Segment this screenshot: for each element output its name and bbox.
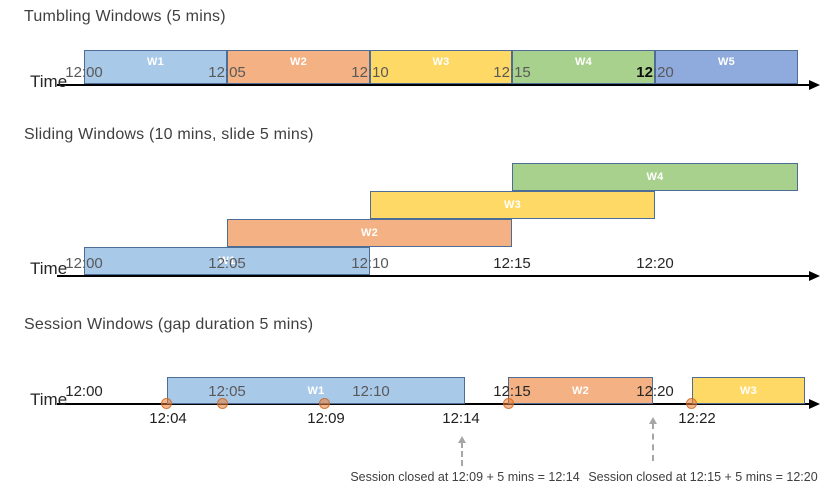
event-dot-12-22 <box>686 398 697 409</box>
session-closed-arrowhead-1-icon <box>458 436 466 443</box>
session-closed-note-2: Session closed at 12:15 + 5 mins = 12:20 <box>588 470 818 484</box>
sliding-tick-12-05: 12:05 <box>208 255 246 272</box>
tumbling-window-w4: W4 <box>512 50 655 84</box>
session-tick-12-10: 12:10 <box>352 383 390 400</box>
tumbling-window-w2: W2 <box>227 50 370 84</box>
event-dot-12-05 <box>217 398 228 409</box>
tumbling-window-label-w1: W1 <box>146 56 165 68</box>
sliding-tick-12-15: 12:15 <box>493 255 531 272</box>
session-tick-12-20: 12:20 <box>636 383 674 400</box>
tumbling-tick-12-10: 12:10 <box>351 64 389 81</box>
tumbling-window-w5: W5 <box>655 50 798 84</box>
sliding-title: Sliding Windows (10 mins, slide 5 mins) <box>24 126 314 143</box>
session-closed-arrow-1 <box>461 442 463 466</box>
session-window-w1: W1 <box>167 377 465 404</box>
sliding-window-w3: W3 <box>370 191 655 219</box>
tumbling-window-label-w3: W3 <box>432 56 450 68</box>
session-closed-arrow-2 <box>652 423 654 461</box>
event-time-label-12-04: 12:04 <box>149 410 187 427</box>
tumbling-tick-12-20: 12:20 <box>636 64 674 81</box>
session-axis-arrow-icon <box>809 399 820 409</box>
session-window-label-w3: W3 <box>739 384 758 397</box>
session-title: Session Windows (gap duration 5 mins) <box>24 316 314 333</box>
tumbling-window-label-w2: W2 <box>289 56 308 68</box>
sliding-tick-12-10: 12:10 <box>351 255 389 272</box>
session-time-axis-label: Time <box>30 390 68 409</box>
session-window-w3: W3 <box>692 377 805 404</box>
session-window-label-w2: W2 <box>571 384 590 397</box>
event-time-label-12-09: 12:09 <box>307 410 345 427</box>
sliding-window-w1: W1 <box>84 247 370 275</box>
tumbling-time-axis <box>57 84 812 86</box>
sliding-time-axis-label: Time <box>30 259 68 278</box>
tumbling-tick-12-05: 12:05 <box>208 64 246 81</box>
event-dot-12-09 <box>319 398 330 409</box>
tumbling-window-w1: W1 <box>84 50 227 84</box>
tumbling-window-label-w4: W4 <box>574 56 593 68</box>
tumbling-tick-12-00: 12:00 <box>65 64 103 81</box>
event-dot-12-04 <box>161 398 172 409</box>
sliding-window-w4: W4 <box>512 163 798 191</box>
session-tick-12-05: 12:05 <box>208 383 246 400</box>
session-time-axis <box>57 403 812 405</box>
sliding-time-axis <box>57 275 812 277</box>
sliding-window-label-w1: W1 <box>218 255 236 267</box>
tumbling-axis-arrow-icon <box>809 80 820 90</box>
event-time-label-12-14: 12:14 <box>442 410 480 427</box>
tumbling-title: Tumbling Windows (5 mins) <box>24 8 226 25</box>
session-window-label-w1: W1 <box>307 384 325 397</box>
tumbling-time-axis-label: Time <box>30 72 68 91</box>
tumbling-window-w3: W3 <box>370 50 512 84</box>
sliding-tick-12-20: 12:20 <box>636 255 674 272</box>
sliding-window-label-w2: W2 <box>360 227 379 239</box>
event-dot-12-15 <box>503 398 514 409</box>
tumbling-tick-12-15: 12:15 <box>493 64 531 81</box>
tumbling-window-label-w5: W5 <box>717 56 736 68</box>
sliding-tick-12-00: 12:00 <box>65 255 103 272</box>
sliding-axis-arrow-icon <box>809 271 820 281</box>
sliding-window-label-w4: W4 <box>646 171 664 183</box>
session-tick-12-15: 12:15 <box>493 383 531 400</box>
session-closed-arrowhead-2-icon <box>649 417 657 424</box>
sliding-window-label-w3: W3 <box>503 199 522 211</box>
sliding-window-w2: W2 <box>227 219 512 247</box>
session-closed-note-1: Session closed at 12:09 + 5 mins = 12:14 <box>350 470 580 484</box>
session-window-w2: W2 <box>508 377 653 404</box>
event-time-label-12-22: 12:22 <box>678 410 716 427</box>
session-tick-12-00: 12:00 <box>65 383 103 400</box>
